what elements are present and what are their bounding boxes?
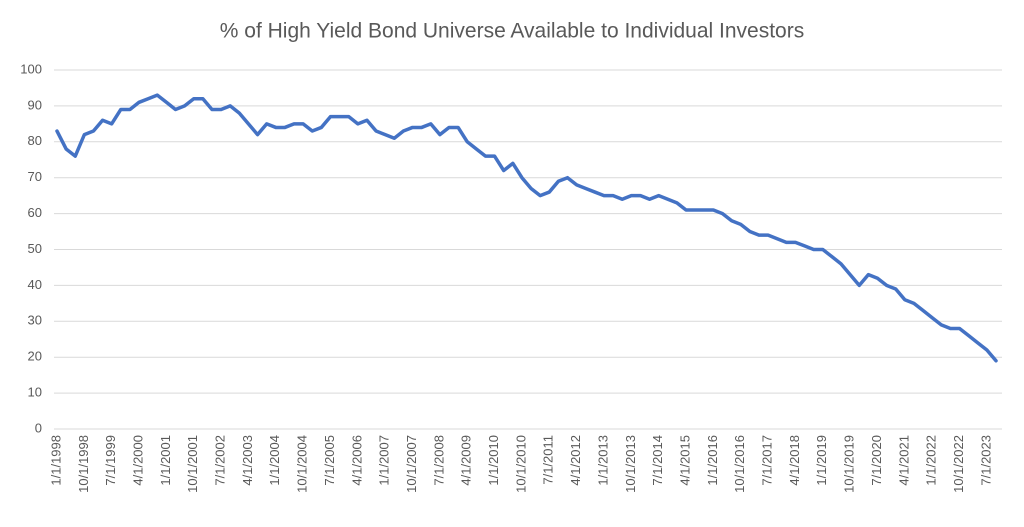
x-tick-label: 4/1/2015 (677, 435, 692, 486)
y-tick-label: 60 (28, 205, 42, 220)
x-tick-label: 4/1/2018 (787, 435, 802, 486)
x-tick-label: 1/1/2001 (158, 435, 173, 486)
x-tick-label: 1/1/2022 (924, 435, 939, 486)
x-tick-label: 4/1/2009 (459, 435, 474, 486)
x-tick-label: 7/1/2011 (541, 435, 556, 485)
x-tick-label: 7/1/2002 (213, 435, 228, 486)
x-tick-label: 4/1/2012 (568, 435, 583, 486)
x-tick-label: 10/1/2019 (842, 435, 857, 493)
y-tick-label: 30 (28, 313, 42, 328)
y-tick-label: 50 (28, 241, 42, 256)
x-tick-label: 1/1/2016 (705, 435, 720, 486)
x-tick-label: 4/1/2003 (240, 435, 255, 486)
data-line (55, 93, 998, 363)
y-tick-label: 20 (28, 349, 42, 364)
x-tick-label: 10/1/1998 (76, 435, 91, 493)
y-tick-label: 10 (28, 385, 42, 400)
x-tick-label: 4/1/2021 (896, 435, 911, 486)
x-tick-label: 1/1/2013 (595, 435, 610, 486)
x-tick-label: 1/1/1998 (48, 435, 63, 486)
y-tick-label: 70 (28, 169, 42, 184)
x-tick-label: 1/1/2010 (486, 435, 501, 486)
y-tick-label: 40 (28, 277, 42, 292)
x-tick-label: 7/1/2017 (760, 435, 775, 486)
y-tick-label: 100 (20, 61, 42, 76)
x-tick-label: 10/1/2004 (295, 435, 310, 493)
x-tick-label: 4/1/2006 (349, 435, 364, 486)
y-tick-label: 0 (35, 420, 42, 435)
x-tick-label: 10/1/2013 (623, 435, 638, 493)
x-tick-label: 7/1/2020 (869, 435, 884, 486)
x-tick-label: 10/1/2016 (732, 435, 747, 493)
x-tick-label: 10/1/2022 (951, 435, 966, 493)
y-tick-label: 80 (28, 133, 42, 148)
x-tick-label: 1/1/2019 (814, 435, 829, 486)
chart-title: % of High Yield Bond Universe Available … (220, 20, 804, 43)
y-tick-label: 90 (28, 97, 42, 112)
x-tick-label: 7/1/2023 (978, 435, 993, 486)
x-tick-label: 10/1/2007 (404, 435, 419, 493)
x-tick-label: 4/1/2000 (130, 435, 145, 486)
x-tick-label: 7/1/2005 (322, 435, 337, 486)
x-tick-label: 7/1/2014 (650, 435, 665, 486)
x-tick-label: 1/1/2007 (377, 435, 392, 486)
x-tick-label: 1/1/2004 (267, 435, 282, 486)
x-tick-label: 10/1/2010 (513, 435, 528, 493)
x-tick-label: 7/1/1999 (103, 435, 118, 486)
x-tick-label: 10/1/2001 (185, 435, 200, 493)
x-tick-label: 7/1/2008 (431, 435, 446, 486)
